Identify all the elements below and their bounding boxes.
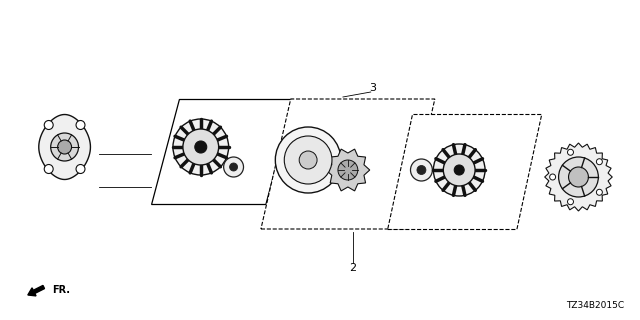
Circle shape (559, 157, 598, 197)
Circle shape (76, 164, 85, 173)
Circle shape (284, 136, 332, 184)
Circle shape (299, 151, 317, 169)
Circle shape (44, 164, 53, 173)
Circle shape (51, 133, 79, 161)
Circle shape (76, 121, 85, 130)
Circle shape (568, 149, 573, 155)
Circle shape (454, 165, 464, 175)
Circle shape (183, 129, 219, 165)
FancyArrow shape (28, 285, 45, 296)
Polygon shape (152, 100, 294, 204)
Circle shape (550, 174, 556, 180)
Circle shape (58, 140, 72, 154)
Circle shape (338, 160, 358, 180)
Circle shape (223, 157, 243, 177)
Text: 3: 3 (369, 83, 376, 93)
Circle shape (195, 141, 207, 153)
Circle shape (444, 154, 475, 186)
Circle shape (173, 119, 228, 175)
Text: TZ34B2015C: TZ34B2015C (566, 301, 625, 310)
Circle shape (433, 144, 485, 196)
Circle shape (596, 189, 602, 195)
Polygon shape (39, 115, 90, 180)
Polygon shape (388, 115, 541, 229)
Circle shape (568, 167, 588, 187)
Circle shape (44, 121, 53, 130)
Circle shape (230, 163, 237, 171)
Polygon shape (326, 149, 370, 191)
Polygon shape (545, 143, 612, 211)
Polygon shape (261, 99, 435, 229)
Circle shape (410, 159, 433, 181)
Text: FR.: FR. (52, 285, 70, 295)
Circle shape (417, 165, 426, 174)
Text: 2: 2 (349, 263, 356, 273)
Circle shape (568, 199, 573, 205)
Circle shape (275, 127, 341, 193)
Circle shape (596, 159, 602, 165)
